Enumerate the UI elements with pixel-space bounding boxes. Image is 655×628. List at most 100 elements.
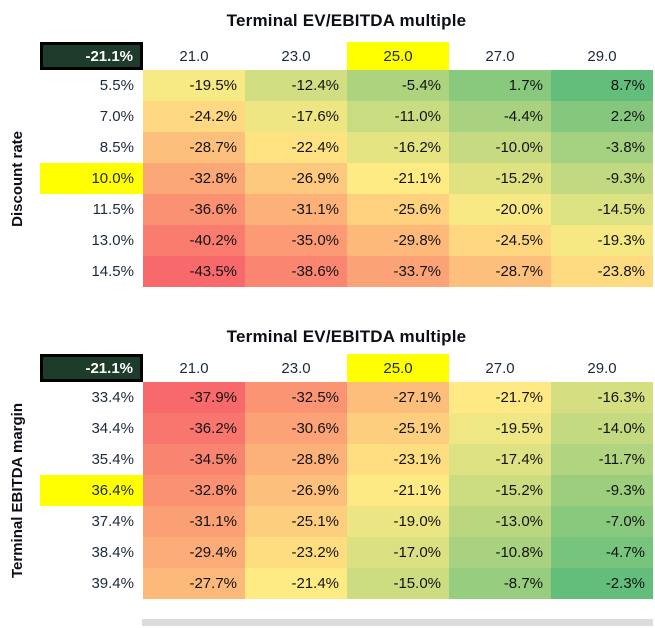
col-header-cell[interactable]: 27.0: [485, 359, 515, 377]
heatmap-cell[interactable]: -24.5%: [449, 225, 551, 256]
heatmap-cell[interactable]: -27.7%: [143, 568, 245, 599]
row-header-cell[interactable]: 5.5%: [99, 77, 134, 94]
heatmap-cell[interactable]: -21.1%: [347, 163, 449, 194]
row-header-cell[interactable]: 13.0%: [91, 232, 134, 249]
heatmap-cell[interactable]: -10.8%: [449, 537, 551, 568]
row-header-cell[interactable]: 39.4%: [91, 575, 134, 592]
heatmap-cell[interactable]: -32.8%: [143, 163, 245, 194]
heatmap-cell[interactable]: -21.1%: [347, 475, 449, 506]
heatmap-cell[interactable]: -9.3%: [551, 163, 653, 194]
heatmap-cell[interactable]: -14.0%: [551, 413, 653, 444]
heatmap-cell[interactable]: -16.2%: [347, 132, 449, 163]
heatmap-cell[interactable]: -36.2%: [143, 413, 245, 444]
heatmap-cell[interactable]: -21.4%: [245, 568, 347, 599]
row-header-cell[interactable]: 35.4%: [91, 451, 134, 468]
heatmap-cell[interactable]: -37.9%: [143, 382, 245, 413]
heatmap-cell[interactable]: -30.6%: [245, 413, 347, 444]
row-header-cell[interactable]: 8.5%: [99, 139, 134, 156]
heatmap-cell[interactable]: -29.4%: [143, 537, 245, 568]
heatmap-cell[interactable]: -26.9%: [245, 163, 347, 194]
heatmap-cell[interactable]: -25.1%: [347, 413, 449, 444]
heatmap-cell[interactable]: -15.0%: [347, 568, 449, 599]
heatmap-cell[interactable]: -11.7%: [551, 444, 653, 475]
heatmap-cell[interactable]: -16.3%: [551, 382, 653, 413]
heatmap-cell[interactable]: -15.2%: [449, 163, 551, 194]
heatmap-cell[interactable]: -8.7%: [449, 568, 551, 599]
heatmap-cell[interactable]: -2.3%: [551, 568, 653, 599]
heatmap-cell[interactable]: -17.6%: [245, 101, 347, 132]
heatmap-cell[interactable]: -4.7%: [551, 537, 653, 568]
heatmap-cell[interactable]: -34.5%: [143, 444, 245, 475]
heatmap-cell[interactable]: -3.8%: [551, 132, 653, 163]
col-header-cell[interactable]: 21.0: [179, 47, 209, 65]
heatmap-cell[interactable]: -19.3%: [551, 225, 653, 256]
heatmap-cell[interactable]: -43.5%: [143, 256, 245, 287]
heatmap-cell[interactable]: -35.0%: [245, 225, 347, 256]
heatmap-cell[interactable]: -28.7%: [449, 256, 551, 287]
heatmap-cell[interactable]: -26.9%: [245, 475, 347, 506]
heatmap-cell[interactable]: -7.0%: [551, 506, 653, 537]
heatmap-cell[interactable]: -21.7%: [449, 382, 551, 413]
row-header-cell[interactable]: 7.0%: [99, 108, 134, 125]
heatmap-cell[interactable]: -19.5%: [449, 413, 551, 444]
bottom-gray-strip: [142, 619, 653, 626]
col-header-cell[interactable]: 21.0: [179, 359, 209, 377]
heatmap-cell[interactable]: -19.0%: [347, 506, 449, 537]
corner-cell[interactable]: -21.1%: [40, 354, 143, 382]
heatmap-cell[interactable]: -32.8%: [143, 475, 245, 506]
heatmap-cell[interactable]: 2.2%: [551, 101, 653, 132]
heatmap-cell[interactable]: -25.6%: [347, 194, 449, 225]
row-header-cell[interactable]: 10.0%: [40, 163, 143, 194]
table1-heatmap-grid: -21.1% 21.0 23.0 25.0 27.0 29.0 5.5% -19.5% -12.…: [40, 42, 653, 287]
row-header-cell[interactable]: 33.4%: [91, 389, 134, 406]
heatmap-cell[interactable]: -33.7%: [347, 256, 449, 287]
row-header-cell[interactable]: 14.5%: [91, 263, 134, 280]
heatmap-cell[interactable]: -31.1%: [143, 506, 245, 537]
heatmap-cell[interactable]: -27.1%: [347, 382, 449, 413]
heatmap-cell[interactable]: -17.0%: [347, 537, 449, 568]
col-header-cell[interactable]: 25.0: [347, 42, 449, 70]
row-header-cell[interactable]: 36.4%: [40, 475, 143, 506]
heatmap-cell[interactable]: -4.4%: [449, 101, 551, 132]
heatmap-cell[interactable]: -14.5%: [551, 194, 653, 225]
heatmap-cell[interactable]: -12.4%: [245, 70, 347, 101]
heatmap-cell[interactable]: -22.4%: [245, 132, 347, 163]
heatmap-cell[interactable]: -5.4%: [347, 70, 449, 101]
heatmap-cell[interactable]: -28.7%: [143, 132, 245, 163]
heatmap-cell[interactable]: 8.7%: [551, 70, 653, 101]
heatmap-cell[interactable]: -23.1%: [347, 444, 449, 475]
heatmap-cell[interactable]: -25.1%: [245, 506, 347, 537]
heatmap-cell[interactable]: -9.3%: [551, 475, 653, 506]
heatmap-cell[interactable]: -23.2%: [245, 537, 347, 568]
row-header-cell[interactable]: 37.4%: [91, 513, 134, 530]
heatmap-cell[interactable]: 1.7%: [449, 70, 551, 101]
col-header-cell[interactable]: 27.0: [485, 47, 515, 65]
heatmap-cell[interactable]: -11.0%: [347, 101, 449, 132]
heatmap-cell[interactable]: -38.6%: [245, 256, 347, 287]
heatmap-cell[interactable]: -31.1%: [245, 194, 347, 225]
row-header-cell[interactable]: 11.5%: [92, 201, 134, 218]
table1-y-axis-label: Discount rate: [3, 70, 31, 287]
heatmap-cell[interactable]: -19.5%: [143, 70, 245, 101]
row-header-cell[interactable]: 34.4%: [91, 420, 134, 437]
heatmap-cell[interactable]: -29.8%: [347, 225, 449, 256]
heatmap-cell[interactable]: -15.2%: [449, 475, 551, 506]
col-header-cell[interactable]: 29.0: [587, 359, 617, 377]
heatmap-cell[interactable]: -40.2%: [143, 225, 245, 256]
heatmap-cell[interactable]: -24.2%: [143, 101, 245, 132]
table2-title: Terminal EV/EBITDA multiple: [226, 327, 467, 346]
heatmap-cell[interactable]: -32.5%: [245, 382, 347, 413]
col-header-cell[interactable]: 23.0: [281, 359, 311, 377]
corner-cell[interactable]: -21.1%: [40, 42, 143, 70]
heatmap-cell[interactable]: -20.0%: [449, 194, 551, 225]
col-header-cell[interactable]: 23.0: [281, 47, 311, 65]
heatmap-cell[interactable]: -17.4%: [449, 444, 551, 475]
heatmap-cell[interactable]: -28.8%: [245, 444, 347, 475]
col-header-cell[interactable]: 29.0: [587, 47, 617, 65]
heatmap-cell[interactable]: -13.0%: [449, 506, 551, 537]
col-header-cell[interactable]: 25.0: [347, 354, 449, 382]
heatmap-cell[interactable]: -36.6%: [143, 194, 245, 225]
heatmap-cell[interactable]: -23.8%: [551, 256, 653, 287]
row-header-cell[interactable]: 38.4%: [91, 544, 134, 561]
heatmap-cell[interactable]: -10.0%: [449, 132, 551, 163]
